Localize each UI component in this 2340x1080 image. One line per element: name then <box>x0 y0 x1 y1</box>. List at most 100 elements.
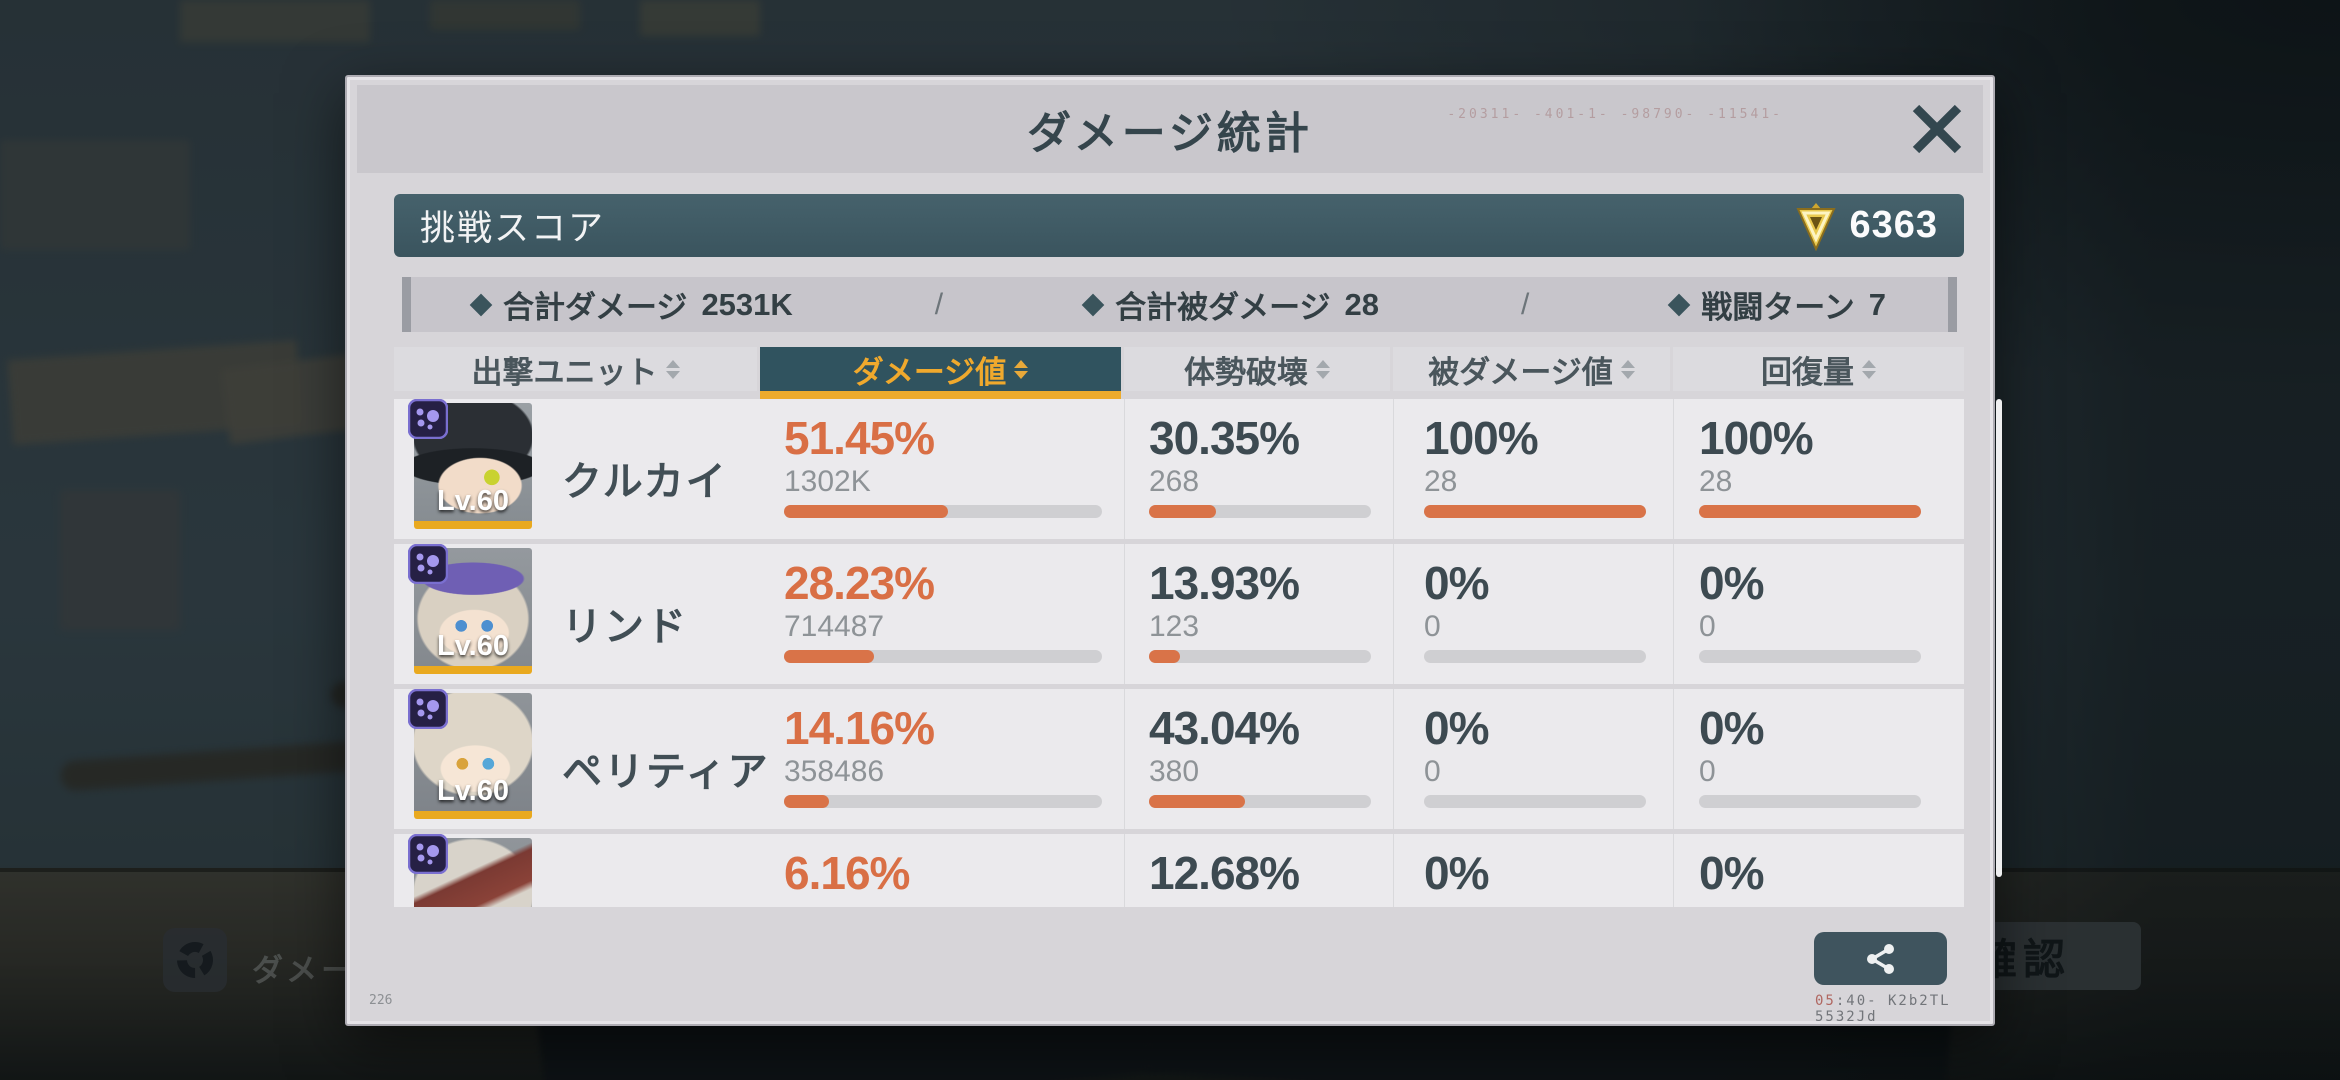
column-header-label: 体勢破壊 <box>1184 354 1308 390</box>
stat-percent: 100% <box>1424 412 1539 464</box>
stat-bar-fill <box>784 505 948 518</box>
stat-percent: 0% <box>1424 557 1489 609</box>
column-separator <box>1673 544 1674 684</box>
column-separator <box>1673 834 1674 907</box>
column-header-label: ダメージ値 <box>852 354 1007 390</box>
column-header-2[interactable]: 体勢破壊 <box>1124 347 1390 391</box>
diamond-bullet-icon <box>1667 293 1691 316</box>
dialog-title-bar: ダメージ統計 <box>357 85 1983 173</box>
stat-damage-taken: 0% 0 <box>1424 689 1664 829</box>
stat-bar-track <box>1424 795 1646 808</box>
column-separator <box>1673 689 1674 829</box>
stat-bar-track <box>1424 650 1646 663</box>
stat-damage-taken: 0% 0 <box>1424 544 1664 684</box>
stat-damage: 28.23% 714487 <box>784 544 1114 684</box>
unit-name: リンド <box>562 605 688 649</box>
column-header-label: 被ダメージ値 <box>1428 354 1613 390</box>
column-separator <box>1124 689 1125 829</box>
stat-heal: 0% 0 <box>1699 689 1939 829</box>
unit-name: ペリティア <box>562 750 770 794</box>
stat-stance-break: 43.04% 380 <box>1149 689 1389 829</box>
stat-value: 28 <box>1699 465 1733 498</box>
share-icon <box>1866 943 1894 974</box>
stat-percent: 43.04% <box>1149 702 1300 754</box>
column-header-3[interactable]: 被ダメージ値 <box>1393 347 1670 391</box>
stat-percent: 6.16% <box>784 847 910 899</box>
stat-bar-track <box>1699 650 1921 663</box>
summary-damage-taken: 合計被ダメージ 28 <box>1081 282 1379 327</box>
summary-value: 2531K <box>701 286 793 322</box>
sort-arrows-icon <box>665 359 680 379</box>
stat-damage: 14.16% 358486 <box>784 689 1114 829</box>
unit-level: Lv.60 <box>436 775 509 807</box>
stat-stance-break: 30.35% 268 <box>1149 399 1389 539</box>
stat-percent: 13.93% <box>1149 557 1300 609</box>
stat-percent: 0% <box>1699 847 1764 899</box>
summary-value: 7 <box>1868 286 1886 322</box>
unit-row[interactable]: Lv.60 6.16% 12.68% 0% 0% <box>394 834 1964 907</box>
stat-bar-track <box>1699 795 1921 808</box>
unit-level: Lv.60 <box>436 630 509 662</box>
share-button[interactable] <box>1814 932 1947 985</box>
stat-percent: 14.16% <box>784 702 935 754</box>
watermark-red-part: 05 <box>1815 993 1836 1009</box>
damage-stats-dialog: ダメージ統計 -20311- -401-1- -98790- -11541- 挑… <box>345 75 2002 1026</box>
summary-separator: / <box>934 287 944 321</box>
stat-value: 714487 <box>784 610 885 643</box>
stat-value: 0 <box>1699 610 1716 643</box>
scrollbar-thumb[interactable] <box>1996 399 2002 877</box>
stat-damage: 6.16% <box>784 834 1114 907</box>
stat-percent: 0% <box>1699 557 1764 609</box>
stat-heal: 0% <box>1699 834 1939 907</box>
column-header-0[interactable]: 出撃ユニット <box>394 347 757 391</box>
column-separator <box>1393 834 1394 907</box>
stat-heal: 0% 0 <box>1699 544 1939 684</box>
stat-bar-track <box>1699 505 1921 518</box>
stat-damage-taken: 100% 28 <box>1424 399 1664 539</box>
column-separator <box>1124 834 1125 907</box>
unit-row[interactable]: Lv.60 クルカイ 51.45% 1302K 30.35% 268 100% … <box>394 399 1964 539</box>
element-badge-icon <box>408 544 448 584</box>
column-header-1[interactable]: ダメージ値 <box>760 347 1121 400</box>
stat-bar-track <box>784 650 1102 663</box>
unit-row[interactable]: Lv.60 リンド 28.23% 714487 13.93% 123 0% 0 … <box>394 544 1964 684</box>
unit-list: Lv.60 クルカイ 51.45% 1302K 30.35% 268 100% … <box>394 399 1964 907</box>
sort-arrows-icon <box>1316 359 1330 379</box>
dialog-title: ダメージ統計 <box>1027 109 1313 158</box>
corner-watermark: 226 <box>369 993 393 1008</box>
column-header-4[interactable]: 回復量 <box>1673 347 1964 391</box>
element-badge-icon <box>408 834 448 874</box>
stat-stance-break: 13.93% 123 <box>1149 544 1389 684</box>
column-header-label: 回復量 <box>1761 354 1854 390</box>
stat-value: 123 <box>1149 610 1200 643</box>
stat-bar-track <box>784 505 1102 518</box>
summary-label: 合計ダメージ <box>502 290 688 325</box>
sort-arrows-icon <box>1862 359 1876 379</box>
stat-value: 380 <box>1149 755 1200 788</box>
summary-total-damage: 合計ダメージ 2531K <box>469 282 793 327</box>
column-separator <box>1124 544 1125 684</box>
stat-bar-fill <box>784 650 874 663</box>
stat-bar-track <box>1149 795 1371 808</box>
stat-percent: 0% <box>1424 702 1489 754</box>
stat-value: 268 <box>1149 465 1200 498</box>
unit-level: Lv.60 <box>436 485 509 517</box>
summary-battle-turns: 戦闘ターン 7 <box>1667 282 1886 327</box>
damage-stats-button[interactable] <box>163 928 227 992</box>
anti-cheat-watermark: 05:40- K2b2TL 5532Jd <box>1815 993 1993 1025</box>
score-label: 挑戦スコア <box>420 209 606 248</box>
stat-stance-break: 12.68% <box>1149 834 1389 907</box>
stat-bar-track <box>784 795 1102 808</box>
column-separator <box>1124 399 1125 539</box>
challenge-score-bar: 挑戦スコア 6363 <box>394 194 1964 257</box>
stat-damage: 51.45% 1302K <box>784 399 1114 539</box>
stat-value: 358486 <box>784 755 885 788</box>
element-badge-icon <box>408 689 448 729</box>
stat-bar-track <box>1149 650 1371 663</box>
stat-bar-fill <box>1149 505 1217 518</box>
close-button[interactable] <box>1899 91 1975 167</box>
unit-row[interactable]: Lv.60 ペリティア 14.16% 358486 43.04% 380 0% … <box>394 689 1964 829</box>
sort-arrows-icon <box>1014 359 1029 379</box>
stat-value: 0 <box>1424 755 1441 788</box>
